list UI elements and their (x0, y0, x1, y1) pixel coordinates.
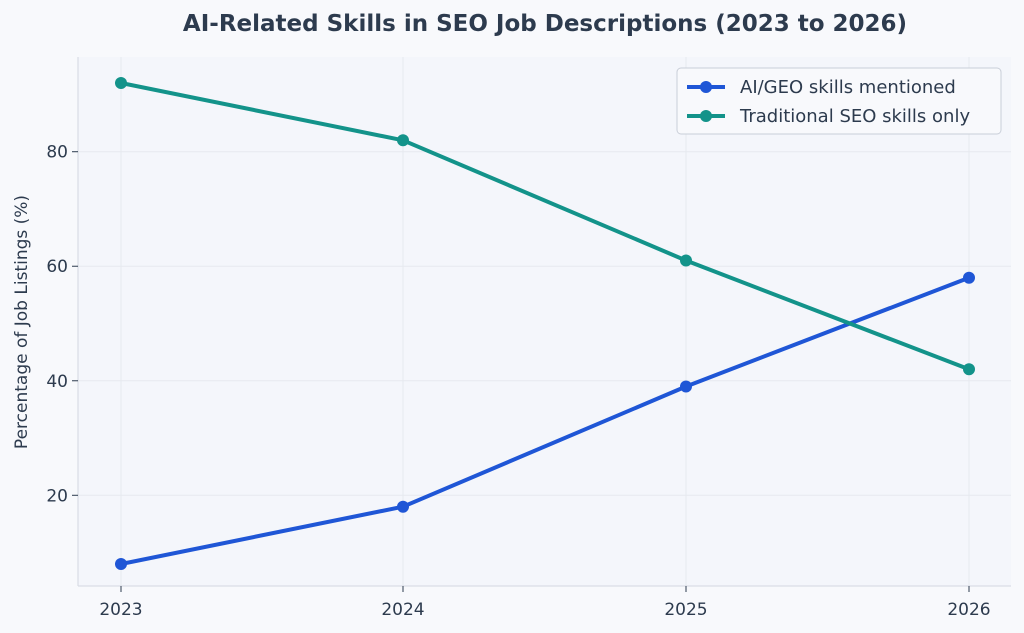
x-tick-label: 2026 (947, 600, 990, 620)
y-tick-label: 20 (46, 486, 68, 506)
data-point (680, 254, 692, 267)
legend-swatch-marker (700, 81, 712, 93)
legend-box (676, 67, 1002, 135)
y-tick-label: 40 (46, 372, 68, 392)
y-tick-label: 60 (46, 257, 68, 277)
y-axis-ticks: 20 40 60 80 (46, 143, 78, 506)
x-tick-label: 2025 (664, 600, 707, 620)
data-point (397, 134, 409, 147)
data-point (397, 500, 409, 513)
series-line-2 (119, 81, 971, 372)
x-tick-label: 2023 (99, 600, 142, 620)
series-line-1 (119, 275, 971, 566)
y-tick-label: 80 (46, 143, 68, 163)
data-point (115, 558, 127, 570)
plot-area (78, 57, 1011, 586)
y-axis-label: Percentage of Job Listings (%) (12, 195, 32, 449)
x-tick-label: 2024 (381, 600, 424, 620)
legend-label: AI/GEO skills mentioned (740, 77, 956, 98)
legend: AI/GEO skills mentioned Traditional SEO s… (676, 67, 1002, 135)
data-point (680, 380, 692, 393)
legend-swatch-marker (700, 110, 712, 122)
chart-title: AI-Related Skills in SEO Job Description… (183, 11, 907, 37)
series-layer (115, 77, 975, 570)
data-point (963, 271, 975, 284)
legend-label: Traditional SEO skills only (739, 106, 970, 127)
data-point (963, 363, 975, 376)
data-point (115, 77, 127, 89)
x-axis-ticks: 2023 2024 2025 2026 (99, 586, 991, 620)
